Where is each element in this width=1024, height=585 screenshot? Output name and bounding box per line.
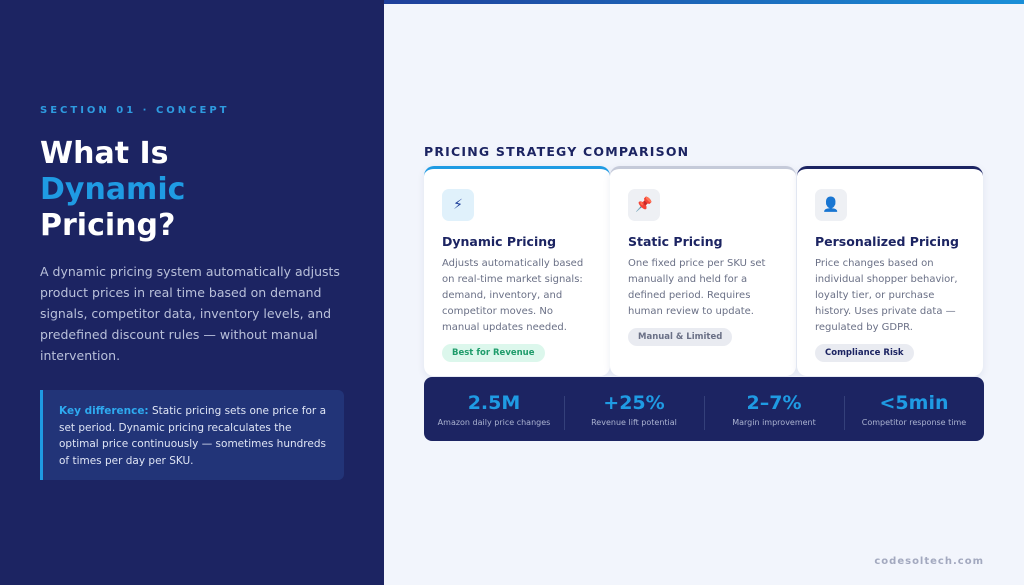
- card-static-pricing: 📌 Static Pricing One fixed price per SKU…: [610, 166, 796, 376]
- title-line-1: What Is: [40, 136, 169, 171]
- stat-item: <5min Competitor response time: [844, 391, 984, 430]
- page-title: What Is Dynamic Pricing?: [40, 136, 185, 244]
- card-description: Adjusts automatically based on real-time…: [442, 258, 584, 333]
- title-accent: Dynamic: [40, 172, 186, 207]
- stat-item: 2–7% Margin improvement: [704, 391, 844, 430]
- card-badge: Best for Revenue: [442, 344, 545, 362]
- card-badge: Compliance Risk: [815, 344, 914, 362]
- stat-value: <5min: [879, 391, 949, 414]
- card-dynamic-pricing: ⚡ Dynamic Pricing Adjusts automatically …: [424, 166, 610, 376]
- stats-bar: 2.5M Amazon daily price changes +25% Rev…: [424, 377, 984, 441]
- stat-value: 2.5M: [467, 391, 521, 414]
- stat-value: 2–7%: [746, 391, 802, 414]
- top-accent-bar: [384, 0, 1024, 4]
- card-title: Dynamic Pricing: [442, 234, 557, 249]
- card-title: Static Pricing: [628, 234, 723, 249]
- card-personalized-pricing: 👤 Personalized Pricing Price changes bas…: [797, 166, 983, 376]
- section-eyebrow: SECTION 01 · CONCEPT: [40, 105, 230, 116]
- footer-domain[interactable]: codesoltech.com: [874, 556, 984, 567]
- stat-label: Competitor response time: [861, 417, 967, 427]
- pin-icon: 📌: [628, 189, 660, 221]
- card-title: Personalized Pricing: [815, 234, 959, 249]
- stat-label: Revenue lift potential: [591, 417, 677, 427]
- stat-value: +25%: [603, 391, 665, 414]
- left-panel: [0, 0, 384, 585]
- intro-description: A dynamic pricing system automatically a…: [40, 264, 340, 363]
- callout-label: Key difference:: [59, 405, 149, 417]
- stat-item: +25% Revenue lift potential: [564, 391, 704, 430]
- card-description: One fixed price per SKU set manually and…: [628, 258, 766, 317]
- comparison-title: PRICING STRATEGY COMPARISON: [424, 144, 690, 159]
- user-icon: 👤: [815, 189, 847, 221]
- card-badge: Manual & Limited: [628, 328, 733, 346]
- callout-text: Static pricing sets one price for a set …: [59, 405, 326, 467]
- stat-label: Margin improvement: [732, 417, 816, 427]
- stat-item: 2.5M Amazon daily price changes: [424, 392, 564, 427]
- key-difference-callout: Key difference: Static pricing sets one …: [40, 390, 344, 480]
- card-description: Price changes based on individual shoppe…: [815, 258, 958, 333]
- lightning-icon: ⚡: [442, 189, 474, 221]
- title-line-3: Pricing?: [40, 208, 176, 243]
- stat-label: Amazon daily price changes: [437, 417, 551, 427]
